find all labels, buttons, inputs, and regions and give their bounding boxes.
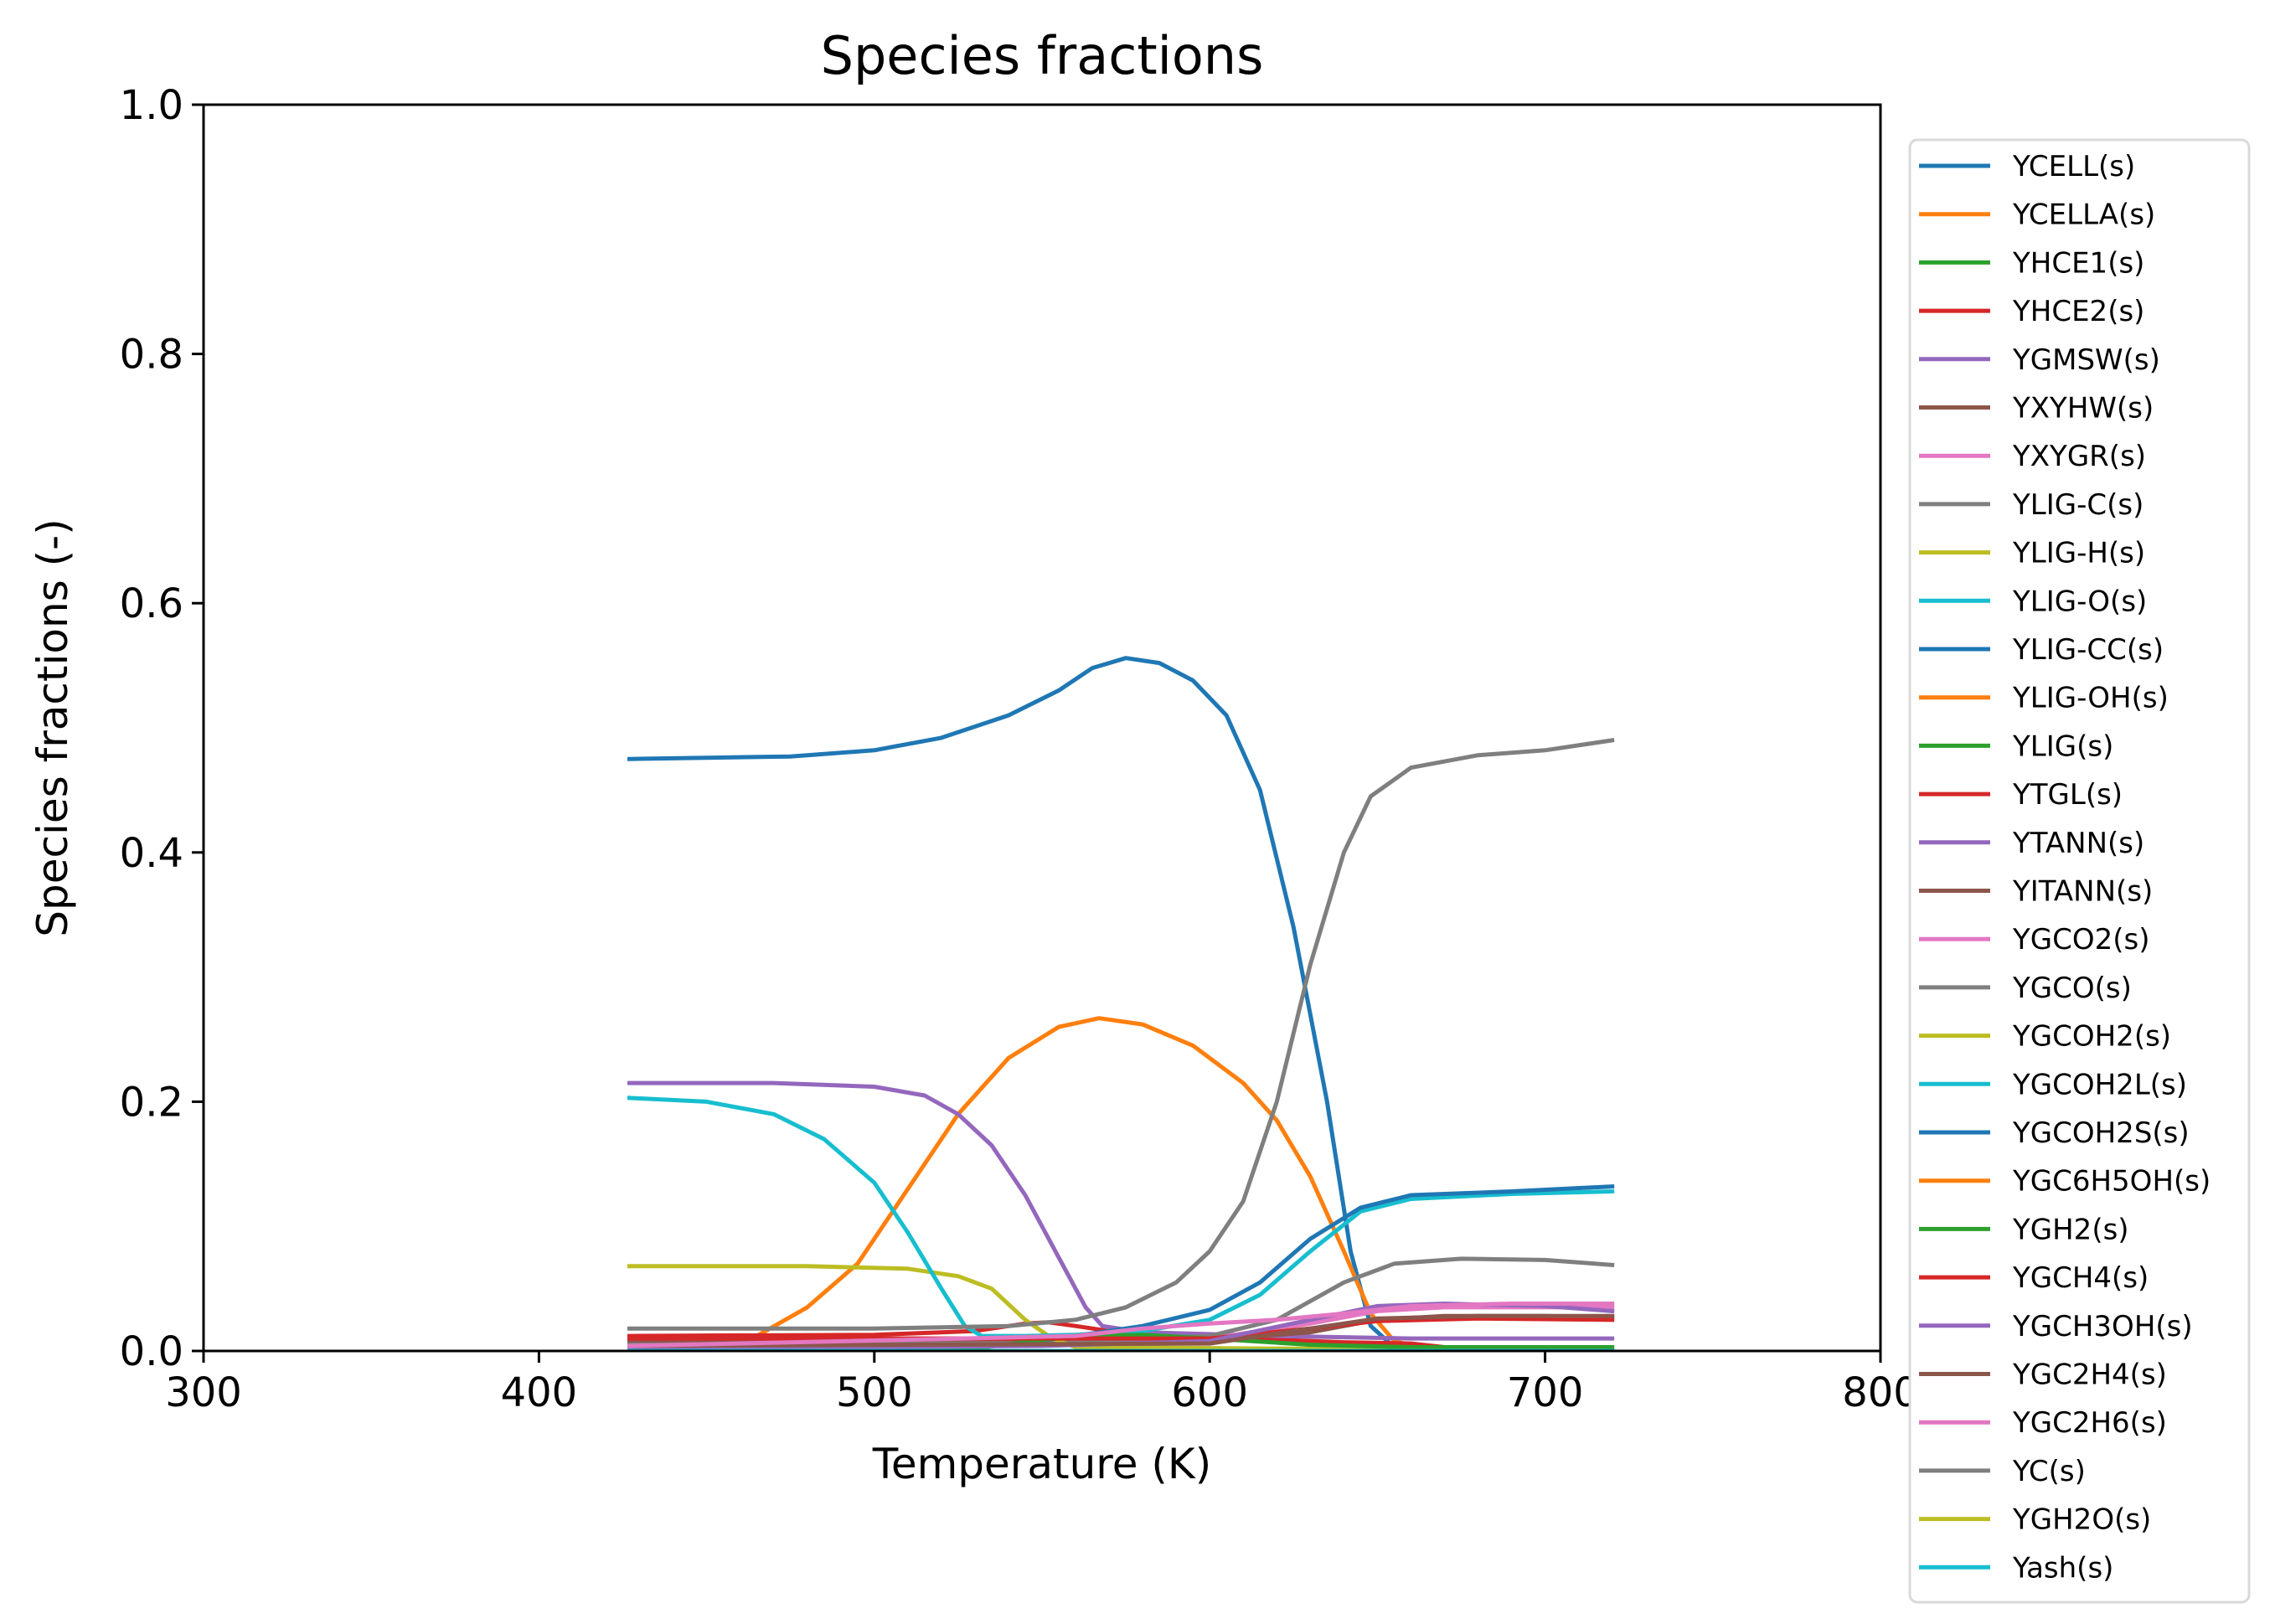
legend-item: YGCH4(s) bbox=[1919, 1261, 2149, 1295]
legend-item: YCELLA(s) bbox=[1919, 198, 2155, 232]
legend-item: YGCOH2S(s) bbox=[1919, 1116, 2190, 1150]
legend-label: YLIG-O(s) bbox=[2012, 585, 2147, 618]
legend-label: YGCOH2L(s) bbox=[2012, 1068, 2187, 1101]
legend-item: YHCE1(s) bbox=[1919, 246, 2144, 280]
legend-item: YGC2H4(s) bbox=[1919, 1358, 2167, 1392]
series-line-ygco2-s bbox=[627, 1302, 1615, 1348]
legend-label: YGH2(s) bbox=[2012, 1213, 2129, 1246]
legend-label: YLIG-H(s) bbox=[2012, 537, 2145, 570]
x-tick-label: 700 bbox=[1507, 1369, 1584, 1416]
x-tick-label: 300 bbox=[165, 1369, 242, 1416]
chart-title: Species fractions bbox=[821, 25, 1264, 86]
x-tick-label: 500 bbox=[836, 1369, 913, 1416]
legend-item: YGCOH2(s) bbox=[1919, 1020, 2171, 1054]
plot-area: 300 400 500 600 700 800 0.0 0.2 0.4 0.6 0.8 1.0 bbox=[120, 82, 1919, 1416]
legend-frame bbox=[1908, 138, 2251, 1604]
legend-label: YITANN(s) bbox=[2012, 875, 2153, 909]
x-axis: 300 400 500 600 700 800 bbox=[165, 1351, 1919, 1416]
legend-item: YLIG(s) bbox=[1919, 730, 2113, 763]
y-tick-label: 0.0 bbox=[120, 1328, 183, 1375]
legend-label: YGC2H6(s) bbox=[2012, 1406, 2167, 1440]
legend-label: YGCH3OH(s) bbox=[2012, 1310, 2193, 1343]
legend-label: YTGL(s) bbox=[2012, 778, 2123, 812]
legend-label: YLIG-OH(s) bbox=[2012, 682, 2169, 715]
legend-label: YGCOH2(s) bbox=[2012, 1020, 2171, 1054]
series-line-ycell-s bbox=[627, 656, 1615, 1351]
x-axis-label: Temperature (K) bbox=[872, 1440, 1211, 1488]
series-line-yitann-s bbox=[627, 1313, 1615, 1348]
legend-item: YLIG-O(s) bbox=[1919, 585, 2147, 618]
legend-label: YGH2O(s) bbox=[2012, 1503, 2151, 1537]
legend-item: YLIG-OH(s) bbox=[1919, 682, 2169, 715]
legend-item: YTGL(s) bbox=[1919, 778, 2123, 812]
legend-label: YCELLA(s) bbox=[2012, 198, 2155, 232]
legend-item: YTANN(s) bbox=[1919, 827, 2144, 860]
plot-frame bbox=[202, 103, 1882, 1353]
y-tick-label: 0.2 bbox=[120, 1079, 183, 1126]
y-tick-label: 1.0 bbox=[120, 82, 183, 129]
series-line-ylig-c-s bbox=[627, 1256, 1615, 1348]
legend-label: YLIG-C(s) bbox=[2012, 488, 2143, 522]
legend-item: YGH2O(s) bbox=[1919, 1503, 2151, 1537]
legend-label: YGC2H4(s) bbox=[2012, 1358, 2167, 1392]
legend-label: YGCOH2S(s) bbox=[2012, 1116, 2190, 1150]
legend-label: YGCO2(s) bbox=[2012, 923, 2150, 956]
legend-label: YGCH4(s) bbox=[2012, 1261, 2149, 1295]
x-tick-label: 800 bbox=[1842, 1369, 1919, 1416]
y-tick-label: 0.8 bbox=[120, 332, 183, 379]
series-line-ycella-s bbox=[627, 1016, 1615, 1351]
legend-item: YLIG-C(s) bbox=[1919, 488, 2143, 522]
legend-item: YGCH3OH(s) bbox=[1919, 1310, 2193, 1343]
y-axis: 0.0 0.2 0.4 0.6 0.8 1.0 bbox=[120, 82, 204, 1375]
series-layer bbox=[627, 656, 1615, 1351]
legend-label: YXYGR(s) bbox=[2012, 440, 2146, 473]
legend-item: YGC2H6(s) bbox=[1919, 1406, 2167, 1440]
legend-label: YTANN(s) bbox=[2012, 827, 2144, 860]
legend-item: YGCO(s) bbox=[1919, 972, 2132, 1005]
legend-label: YGCO(s) bbox=[2012, 972, 2132, 1005]
legend-label: Yash(s) bbox=[2012, 1551, 2113, 1585]
legend-items: YCELL(s) YCELLA(s) YHCE1(s) YHCE2(s) YGMSW(s… bbox=[1919, 150, 2211, 1585]
legend-label: YLIG-CC(s) bbox=[2012, 633, 2164, 667]
y-axis-label: Species fractions (-) bbox=[28, 518, 77, 936]
legend-item: Yash(s) bbox=[1919, 1551, 2113, 1585]
legend-item: YCELL(s) bbox=[1919, 150, 2135, 183]
legend-item: YXYGR(s) bbox=[1919, 440, 2146, 473]
legend-item: YITANN(s) bbox=[1919, 875, 2153, 909]
legend-item: YHCE2(s) bbox=[1919, 295, 2144, 328]
x-tick-label: 400 bbox=[501, 1369, 578, 1416]
legend-item: YGCOH2L(s) bbox=[1919, 1068, 2187, 1101]
legend-label: YLIG(s) bbox=[2012, 730, 2113, 763]
series-line-ygco-s bbox=[627, 738, 1615, 1331]
y-tick-label: 0.4 bbox=[120, 830, 183, 877]
legend-item: YC(s) bbox=[1919, 1455, 2086, 1488]
x-tick-label: 600 bbox=[1171, 1369, 1248, 1416]
legend-item: YGC6H5OH(s) bbox=[1919, 1165, 2211, 1199]
legend-item: YGCO2(s) bbox=[1919, 923, 2150, 956]
legend-label: YXYHW(s) bbox=[2012, 392, 2154, 425]
legend-item: YGMSW(s) bbox=[1919, 343, 2160, 377]
legend-item: YXYHW(s) bbox=[1919, 392, 2154, 425]
legend-label: YCELL(s) bbox=[2012, 150, 2135, 183]
legend-label: YHCE2(s) bbox=[2012, 295, 2144, 328]
y-tick-label: 0.6 bbox=[120, 580, 183, 627]
legend-item: YLIG-CC(s) bbox=[1919, 633, 2164, 667]
legend-label: YC(s) bbox=[2012, 1455, 2086, 1488]
legend-label: YGC6H5OH(s) bbox=[2012, 1165, 2211, 1199]
legend: YCELL(s) YCELLA(s) YHCE1(s) YHCE2(s) YGMSW(s… bbox=[1908, 138, 2251, 1604]
legend-item: YGH2(s) bbox=[1919, 1213, 2129, 1246]
legend-label: YGMSW(s) bbox=[2012, 343, 2160, 377]
legend-item: YLIG-H(s) bbox=[1919, 537, 2145, 570]
legend-label: YHCE1(s) bbox=[2012, 246, 2144, 280]
